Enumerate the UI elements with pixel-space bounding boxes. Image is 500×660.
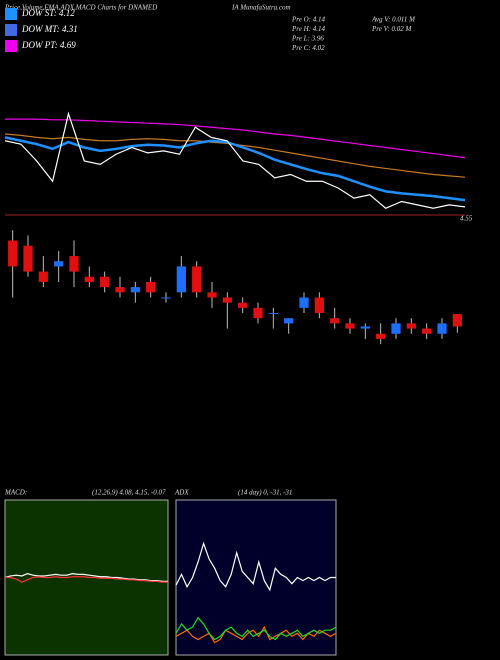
panel-title: MACD:: [4, 489, 27, 497]
candle-body: [238, 302, 248, 308]
candle-body: [222, 297, 232, 303]
series-line: [175, 541, 336, 592]
candle-body: [8, 240, 18, 267]
candle-body: [284, 318, 294, 324]
panel-subtitle: (12,26,9) 4.08, 4.15, -0.07: [92, 489, 166, 497]
series-line: [5, 576, 168, 583]
candle-body: [360, 326, 370, 329]
candle-body: [38, 271, 48, 282]
candle-body: [437, 323, 447, 334]
series-line: [4, 111, 466, 209]
info-label: Pre L: 3.96: [291, 35, 324, 43]
price-label: 4.55: [460, 215, 473, 223]
candle-body: [84, 276, 94, 282]
candle-body: [376, 333, 386, 339]
candle-body: [176, 266, 186, 293]
candle-body: [268, 313, 278, 315]
chart-title: Price,Volume,EMA,ADX,MACD Charts for DNA…: [4, 4, 157, 12]
candle-body: [314, 297, 324, 314]
candle-body: [192, 266, 202, 293]
series-line: [5, 118, 466, 159]
info-label: Pre C: 4.02: [291, 44, 325, 52]
candle-body: [207, 292, 217, 298]
candle-body: [115, 287, 125, 293]
candle-body: [345, 323, 355, 329]
panel-title: ADX: [174, 489, 189, 497]
series-line: [4, 136, 466, 202]
series-line: [175, 616, 337, 641]
series-line: [4, 572, 168, 582]
candle-body: [422, 328, 432, 334]
candle-body: [452, 314, 462, 327]
legend-swatch: [5, 40, 17, 52]
panel-subtitle: (14 day) 0, -31, -31: [238, 489, 292, 497]
candle-body: [299, 297, 309, 308]
candle-body: [23, 245, 33, 272]
candle-body: [253, 307, 263, 319]
candle-body: [161, 297, 171, 299]
legend-label: DOW PT: 4.69: [21, 40, 76, 50]
legend-label: DOW ST: 4.12: [21, 8, 75, 18]
candle-body: [146, 281, 156, 293]
candle-body: [54, 261, 64, 267]
info-label: Pre H: 4.14: [291, 25, 325, 33]
legend-swatch: [5, 8, 17, 20]
candle-body: [330, 318, 340, 324]
candle-body: [69, 256, 79, 272]
series-line: [4, 133, 466, 178]
info-label: Pre V: 0.02 M: [371, 25, 412, 33]
info-label: Pre O: 4.14: [291, 16, 325, 24]
site: IA MunafaSutra.com: [231, 4, 291, 12]
series-line: [175, 625, 337, 644]
candle-body: [100, 276, 110, 288]
candle-body: [391, 323, 401, 334]
info-label: Avg V: 0.011 M: [371, 16, 416, 24]
legend-swatch: [5, 24, 17, 36]
candle-body: [130, 287, 140, 293]
legend-label: DOW MT: 4.31: [21, 24, 78, 34]
candle-body: [406, 323, 416, 329]
